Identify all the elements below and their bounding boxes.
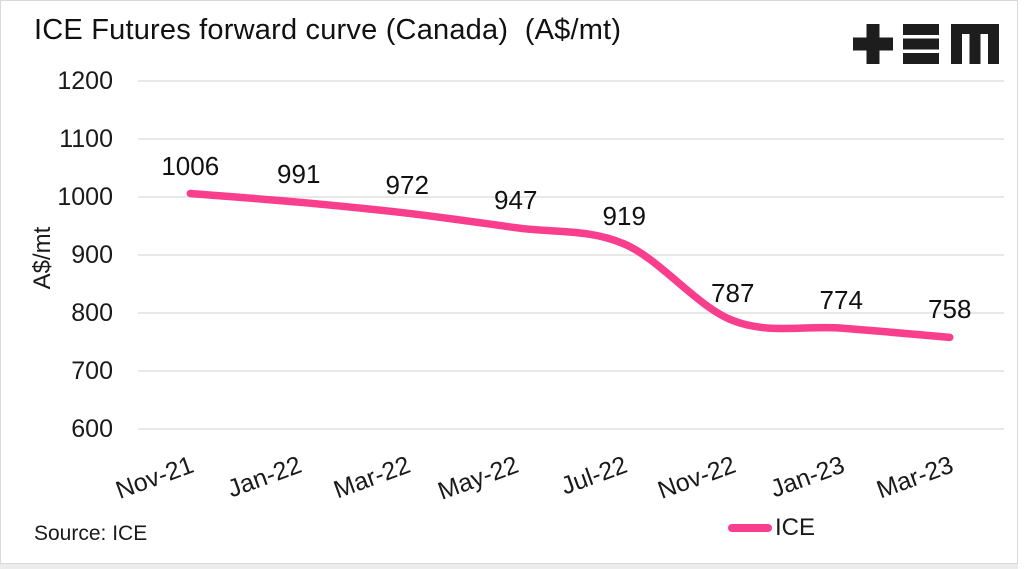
data-label: 972 xyxy=(385,170,429,201)
x-axis-tick-label: Jul-22 xyxy=(557,450,632,501)
legend-line-swatch-icon xyxy=(728,524,772,532)
y-axis-tick-label: 600 xyxy=(71,415,113,443)
gridline xyxy=(138,80,1004,82)
y-axis-tick-label: 1000 xyxy=(57,183,113,211)
x-axis-tick-label: May-22 xyxy=(434,450,523,506)
data-label: 774 xyxy=(819,285,863,316)
gridline xyxy=(138,138,1004,140)
brand-logo-icon xyxy=(853,24,999,64)
x-axis-tick-label: Nov-21 xyxy=(111,450,198,505)
gridline xyxy=(138,370,1004,372)
gridline xyxy=(138,254,1004,256)
legend-label: ICE xyxy=(775,514,816,541)
x-axis-tick-label: Mar-23 xyxy=(872,450,957,505)
y-axis-tick-label: 900 xyxy=(71,241,113,269)
x-axis-tick-label: Jan-22 xyxy=(224,450,306,504)
data-label: 947 xyxy=(494,184,538,215)
data-label: 758 xyxy=(928,294,972,325)
legend-item-ice[interactable]: ICE xyxy=(728,514,815,542)
y-axis-tick-label: 800 xyxy=(71,299,113,327)
source-note: Source: ICE xyxy=(34,522,148,545)
y-axis-tick-label: 1100 xyxy=(59,125,113,153)
y-axis-tick-label: 1200 xyxy=(57,67,113,95)
data-label: 787 xyxy=(711,277,755,308)
gridline xyxy=(138,428,1004,430)
x-axis-tick-label: Mar-22 xyxy=(330,450,415,505)
data-label: 991 xyxy=(277,159,321,190)
x-axis-tick-label: Nov-22 xyxy=(654,450,740,505)
legend: ICE xyxy=(728,514,815,542)
data-label: 919 xyxy=(602,200,646,231)
data-label: 1006 xyxy=(161,150,220,181)
x-axis-tick-label: Jan-23 xyxy=(766,450,849,504)
y-axis-tick-label: 700 xyxy=(71,357,113,385)
chart-title: ICE Futures forward curve (Canada) (A$/m… xyxy=(34,14,622,46)
bottom-strip xyxy=(0,564,1018,569)
